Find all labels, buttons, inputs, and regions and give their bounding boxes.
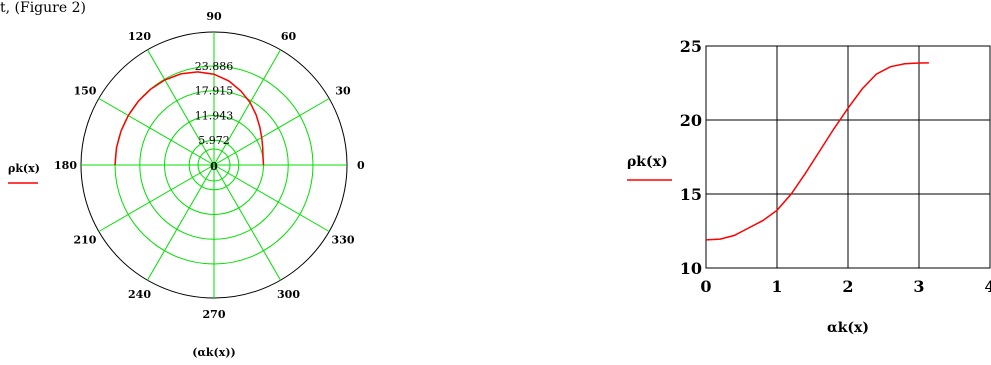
polar-center-label: 0 [210,160,218,173]
polar-angle-label: 300 [277,288,300,301]
xy-x-tick-label: 4 [984,277,991,296]
xy-x-tick-label: 0 [700,277,711,296]
polar-spoke [147,164,215,281]
xy-y-axis-label: ρk(x) [627,154,668,170]
polar-spoke [147,49,215,166]
xy-chart: 0 1 2 3 4 10 15 20 25 ρk(x) αk(x) [627,37,991,336]
polar-series-curve [114,71,265,166]
polar-x-axis-label: (αk(x)) [192,346,235,359]
xy-x-tick-label: 1 [771,277,782,296]
polar-angle-label: 210 [73,234,96,247]
polar-angle-label: 0 [357,159,365,172]
xy-x-axis-label: αk(x) [827,320,869,336]
polar-radial-label: 23.886 [195,60,234,73]
polar-angle-label: 330 [332,234,355,247]
polar-spoke [213,164,330,232]
xy-y-tick-label: 15 [680,185,702,204]
polar-angle-label: 90 [206,10,222,23]
polar-spoke [98,98,215,166]
polar-radial-label: 17.915 [195,85,234,98]
polar-angle-label: 60 [281,30,297,43]
polar-angle-label: 240 [128,288,151,301]
polar-spoke [98,164,215,232]
polar-spoke [213,98,330,166]
polar-chart: 0 30 60 90 120 150 180 210 240 270 300 330 5.972 11.9… [8,10,365,359]
polar-angle-label: 150 [73,85,96,98]
xy-x-tick-label: 2 [842,277,853,296]
polar-radial-label: 11.943 [195,110,234,123]
xy-x-tick-label: 3 [913,277,924,296]
polar-angle-label: 180 [54,159,77,172]
polar-legend-label: ρk(x) [8,162,40,175]
polar-radial-label: 5.972 [198,134,230,147]
polar-angle-label: 30 [335,85,351,98]
polar-angle-label: 270 [203,308,226,321]
xy-y-tick-label: 20 [680,111,702,130]
xy-series-curve [705,62,929,241]
polar-spoke [213,49,281,166]
xy-y-tick-label: 10 [680,259,702,278]
xy-y-tick-label: 25 [680,37,702,56]
caption-fragment: t, (Figure 2) [0,0,86,16]
polar-angle-label: 120 [128,30,151,43]
polar-spoke [213,164,281,281]
